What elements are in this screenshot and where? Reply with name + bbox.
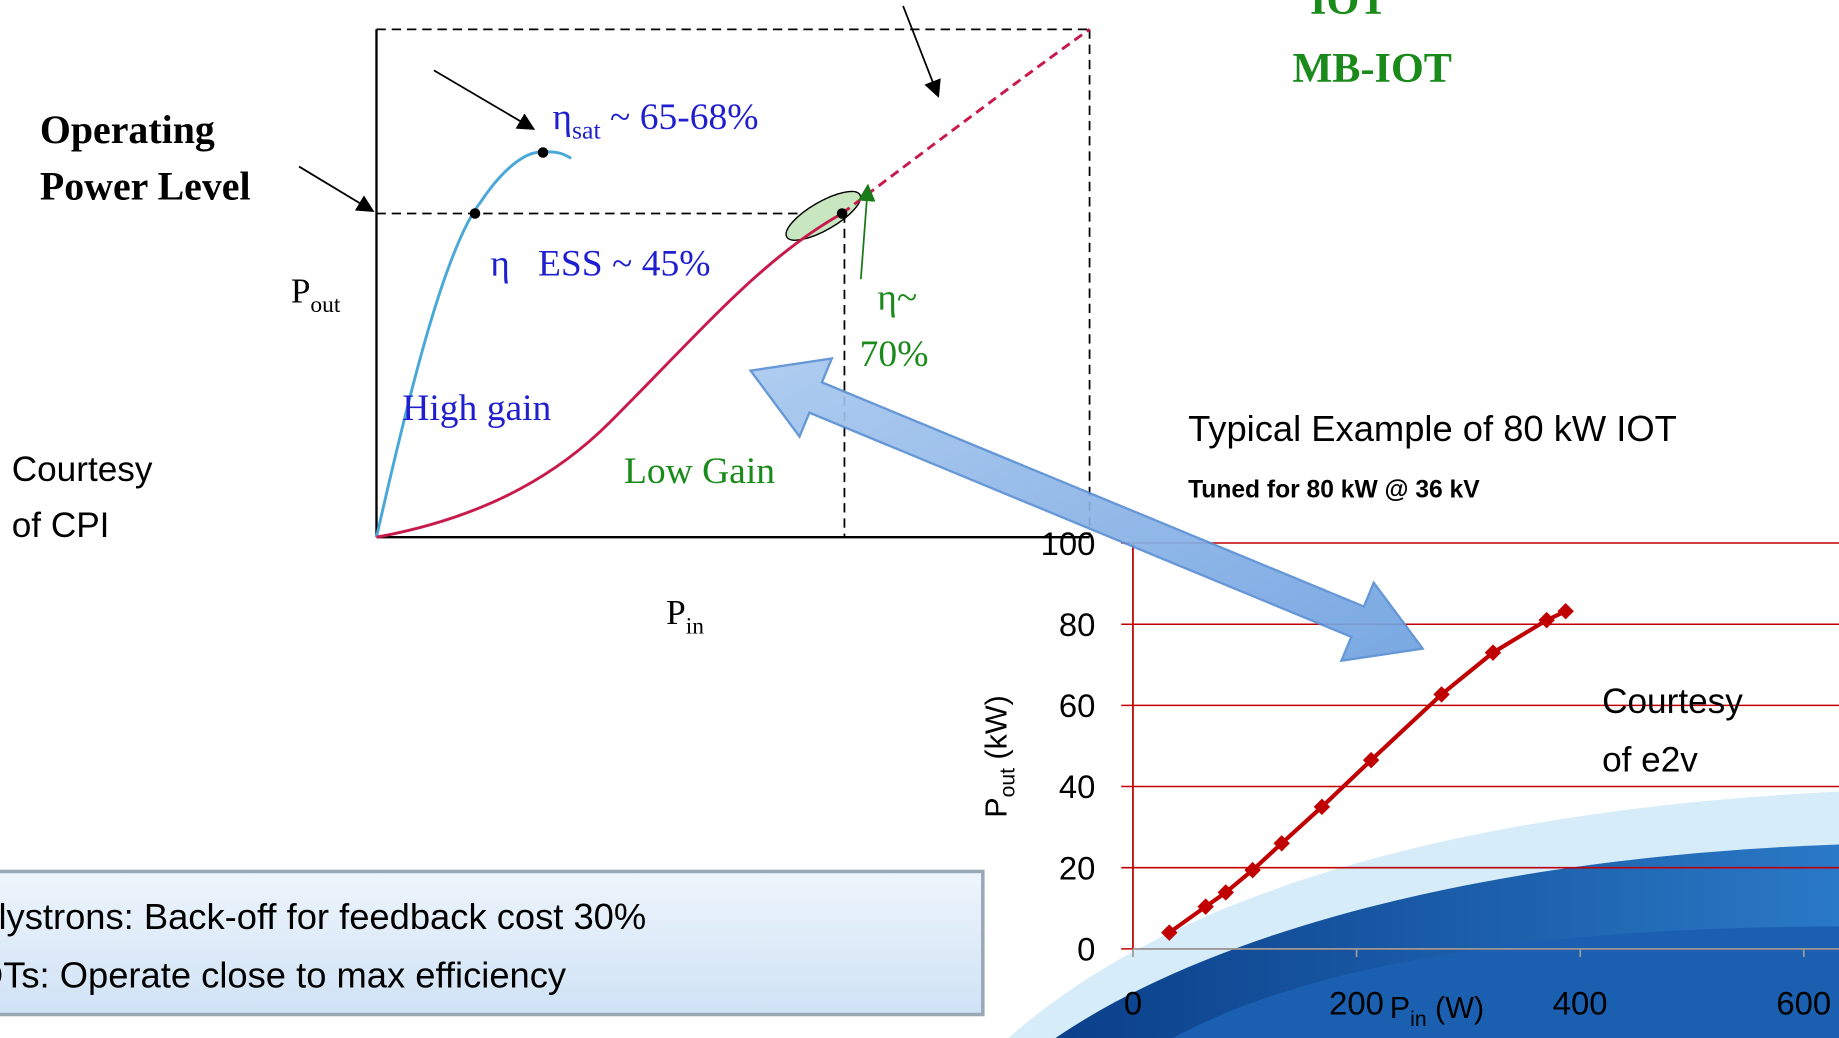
symbol: P	[291, 272, 311, 311]
slide: IOT MB-IOT Operating Power Level ηsat ~ …	[0, 0, 1839, 1038]
eta-sat-label: ηsat ~ 65-68%	[552, 97, 758, 144]
page: {"slide": {"title_lines": ["IOT", "MB-IO…	[0, 0, 1839, 1038]
y-axis-label: Pout (kW)	[979, 695, 1019, 818]
unit: (kW)	[979, 695, 1013, 768]
y-tick-label: 20	[1059, 849, 1096, 886]
courtesy-label: of CPI	[12, 506, 110, 545]
chart-title: Typical Example of 80 kW IOT	[1188, 408, 1677, 449]
subscript: sat	[572, 115, 601, 144]
symbol: P	[666, 593, 686, 632]
operating-label: Operating	[40, 107, 215, 152]
courtesy-label: Courtesy	[12, 450, 153, 489]
text: ~ 65-68%	[601, 97, 759, 138]
title-line: IOT	[1310, 0, 1387, 24]
y-tick-label: 40	[1059, 768, 1096, 805]
x-tick-label: 200	[1329, 985, 1384, 1022]
x-tick-label: 600	[1776, 985, 1831, 1022]
subscript: out	[996, 768, 1019, 797]
high-gain-label: High gain	[402, 388, 551, 429]
y-tick-label: 80	[1059, 606, 1096, 643]
chart-subtitle: Tuned for 80 kW @ 36 kV	[1188, 476, 1480, 503]
data-point	[1557, 603, 1573, 619]
callout-text: IOTs: Operate close to max efficiency	[0, 955, 567, 996]
x-tick-label: 0	[1124, 985, 1142, 1022]
operating-label: Power Level	[40, 163, 251, 208]
annotation: of e2v	[1602, 741, 1698, 780]
y-tick-label: 60	[1059, 687, 1096, 724]
y-axis-label: Pout	[291, 272, 341, 318]
subscript: in	[686, 613, 705, 639]
title-line: MB-IOT	[1292, 45, 1452, 92]
x-tick-label: 400	[1553, 985, 1608, 1022]
symbol: P	[1390, 991, 1410, 1025]
y-tick-label: 0	[1077, 931, 1095, 968]
annotation: Courtesy	[1602, 682, 1743, 721]
subscript: out	[310, 292, 340, 318]
y-tick-label: 100	[1041, 525, 1096, 562]
x-axis-label: Pin	[666, 593, 704, 639]
unit: (W)	[1427, 991, 1485, 1025]
symbol: η	[552, 97, 572, 138]
eta-op-label: η~	[877, 278, 917, 319]
eta-ess-label: η ESS ~ 45%	[490, 244, 710, 285]
eta-op-label: 70%	[860, 334, 929, 375]
low-gain-label: Low Gain	[624, 451, 775, 492]
subscript: in	[1410, 1008, 1426, 1031]
symbol: P	[979, 797, 1013, 817]
callout-text: Klystrons: Back-off for feedback cost 30…	[0, 896, 646, 937]
